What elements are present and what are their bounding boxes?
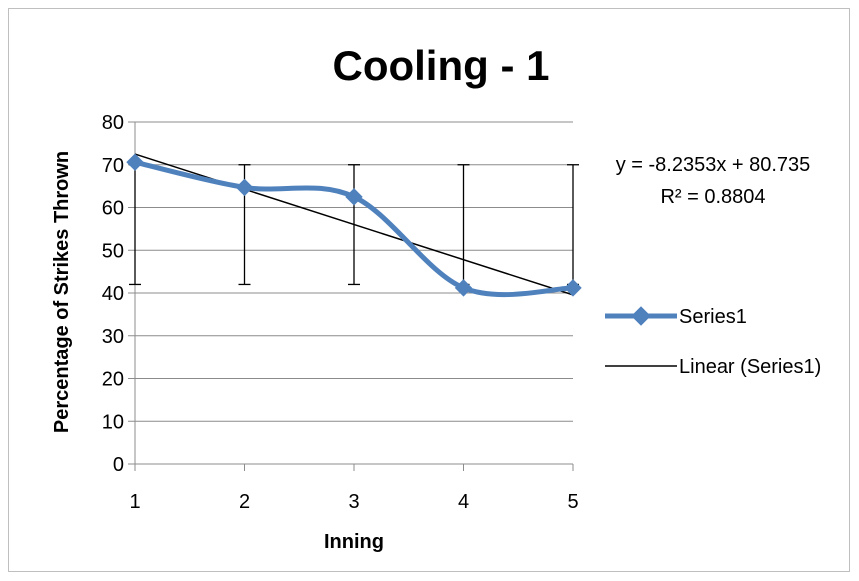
y-tick-label: 20 xyxy=(102,369,124,391)
x-tick-label: 1 xyxy=(129,491,140,513)
series1-point-2 xyxy=(235,178,254,197)
x-tick-label: 3 xyxy=(348,491,359,513)
x-tick-label: 2 xyxy=(239,491,250,513)
legend: Series1 Linear (Series1) xyxy=(605,306,821,378)
y-tick-label: 50 xyxy=(102,240,124,262)
trendline-equation: y = -8.2353x + 80.735 xyxy=(616,154,811,176)
y-tick-label: 0 xyxy=(113,454,124,476)
series1-point-5 xyxy=(564,279,582,297)
legend-trendline-label: Linear (Series1) xyxy=(679,356,821,378)
y-tick-label: 30 xyxy=(102,326,124,348)
y-tick-label: 70 xyxy=(102,155,124,177)
y-tick-labels: 0 10 20 30 40 50 60 70 80 xyxy=(102,112,124,476)
x-tick-label: 4 xyxy=(458,491,469,513)
series1-point-1 xyxy=(126,153,144,171)
y-tick-label: 40 xyxy=(102,283,124,305)
y-axis-title: Percentage of Strikes Thrown xyxy=(51,151,73,433)
y-tick-label: 10 xyxy=(102,411,124,433)
chart-frame xyxy=(8,8,850,572)
x-axis-title: Inning xyxy=(324,531,384,553)
x-tick-label: 5 xyxy=(567,491,578,513)
series1-point-3 xyxy=(345,188,363,206)
y-tick-label: 80 xyxy=(102,112,124,134)
legend-series1-label: Series1 xyxy=(679,306,747,328)
y-tick-label: 60 xyxy=(102,198,124,220)
legend-series1-marker xyxy=(631,306,651,326)
x-tick-labels: 1 2 3 4 5 xyxy=(129,491,578,513)
series xyxy=(126,153,582,298)
chart-title: Cooling - 1 xyxy=(333,42,550,89)
series1-point-4 xyxy=(454,279,473,297)
trendline-r-squared: R² = 0.8804 xyxy=(660,186,765,208)
